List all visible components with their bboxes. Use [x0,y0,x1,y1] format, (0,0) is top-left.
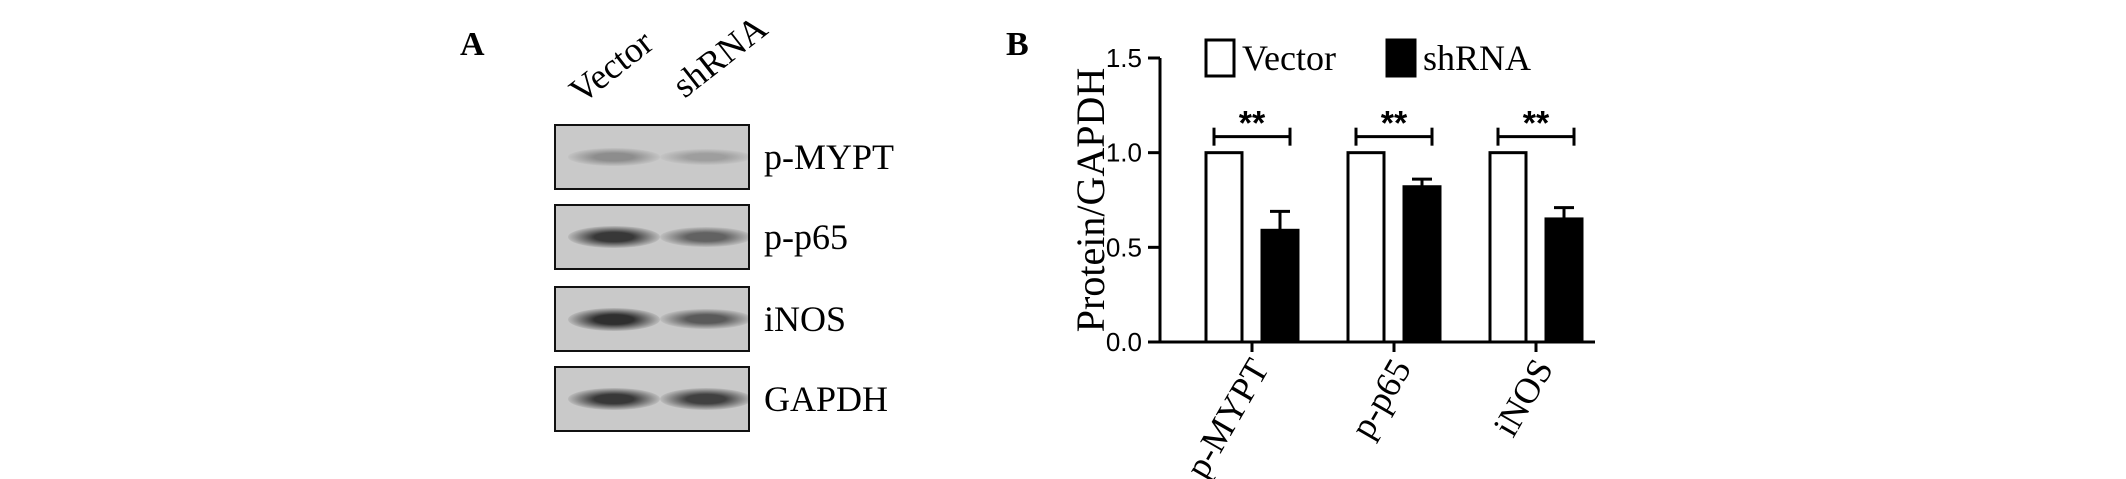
bar-shrna-p-mypt [1260,228,1300,344]
band-shrna [660,388,748,410]
blot-label-inos: iNOS [764,299,847,339]
band-vector [568,307,660,331]
band-vector [568,387,660,411]
bar-vector-p-mypt [1204,151,1244,344]
blot-label-p-p65: p-p65 [764,217,848,257]
legend-swatch-shrna [1385,38,1417,78]
legend-swatch-vector [1204,38,1236,78]
legend-label-vector: Vector [1242,38,1336,78]
panel-a-letter: A [460,26,485,63]
blot-p-mypt [554,124,750,190]
blot-p-p65 [554,204,750,270]
blot-gapdh [554,366,750,432]
y-tick-label: 0.0 [1106,327,1142,357]
legend-label-shrna: shRNA [1423,38,1531,78]
blot-label-gapdh: GAPDH [764,379,889,419]
blot-inos [554,286,750,352]
y-tick-label: 0.5 [1106,232,1142,262]
y-tick-label: 1.0 [1106,138,1142,168]
blot-label-p-mypt: p-MYPT [764,137,895,177]
x-tick-label-p-mypt: p-MYPT [1177,352,1277,479]
y-tick-label: 1.5 [1106,43,1142,73]
significance-marker: ** [1381,105,1408,143]
band-shrna [660,227,748,247]
band-shrna [660,308,748,330]
significance-marker: ** [1239,105,1266,143]
bar-shrna-inos [1544,217,1584,344]
x-tick-label-p-p65: p-p65 [1342,352,1419,445]
band-vector [568,225,660,249]
panel-b-letter: B [1006,26,1029,63]
band-vector [568,148,660,166]
significance-marker: ** [1523,105,1550,143]
bar-shrna-p-p65 [1402,185,1442,344]
bar-vector-inos [1488,151,1528,344]
bar-vector-p-p65 [1346,151,1386,344]
y-axis-label: Protein/GAPDH [1068,68,1113,332]
x-tick-label-inos: iNOS [1485,352,1561,443]
band-shrna [660,148,748,166]
